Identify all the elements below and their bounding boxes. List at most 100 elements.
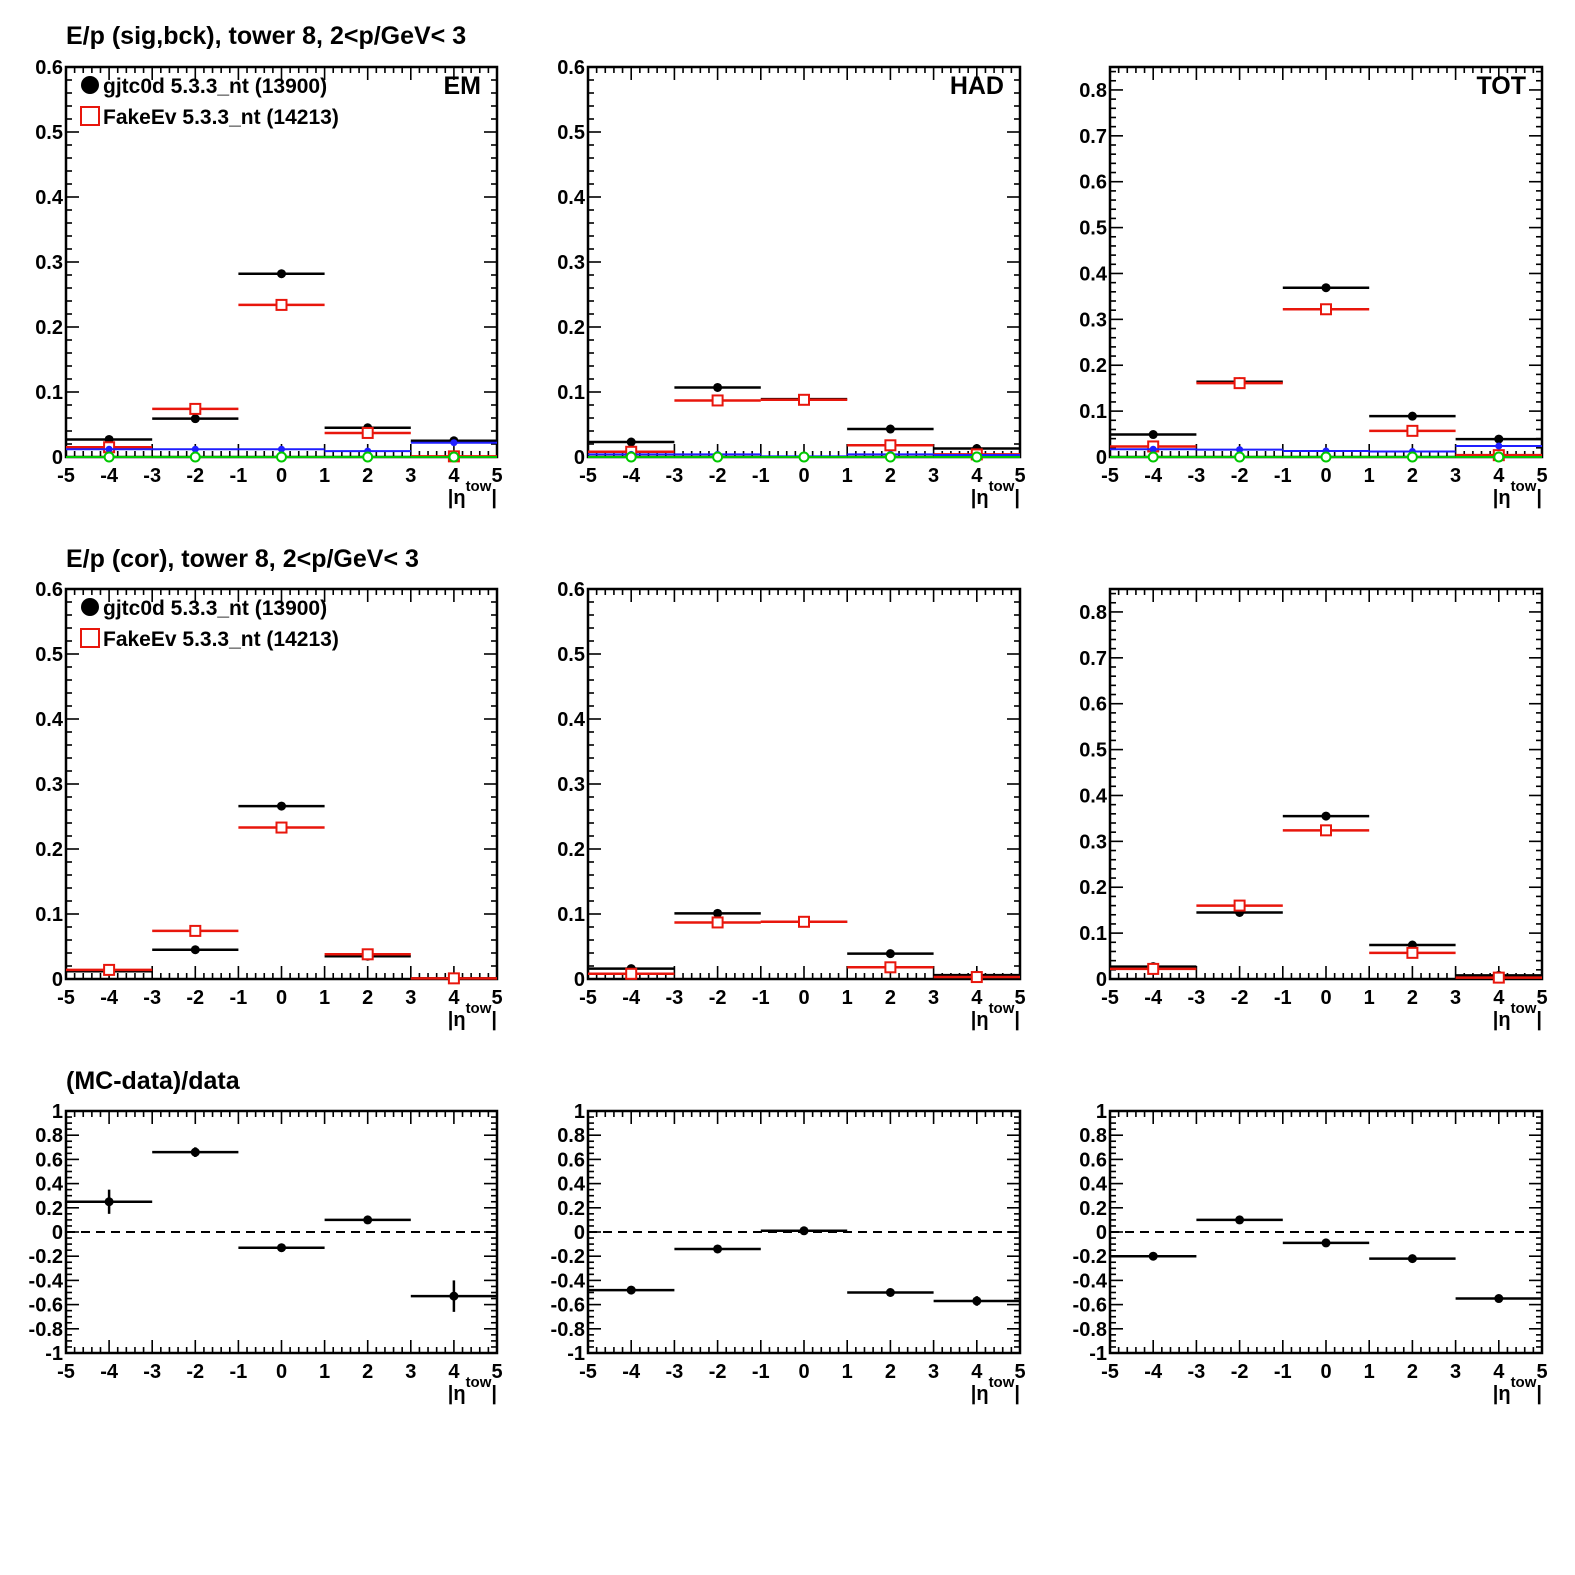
data-point: x=-2, y=0.074 bbox=[189, 924, 202, 937]
y-tick-label: 0 bbox=[574, 1222, 585, 1244]
data-point: x=2, y=0.057 bbox=[1406, 946, 1419, 959]
y-tick-label: 0.8 bbox=[557, 1125, 585, 1147]
x-tick-label: 4 bbox=[971, 1361, 983, 1383]
x-tick-label: 1 bbox=[842, 1361, 853, 1383]
x-tick-label: -1 bbox=[752, 465, 770, 487]
data-point: x=-2, y=0 bbox=[1234, 451, 1246, 463]
x-tick-label: 1 bbox=[842, 987, 853, 1009]
y-tick-label: -0.8 bbox=[551, 1319, 585, 1341]
data-point: x=2, y=0.037 bbox=[361, 426, 374, 439]
x-tick-label: -1 bbox=[1274, 1361, 1292, 1383]
x-tick-label: -3 bbox=[1188, 1361, 1206, 1383]
data-point: x=-2, y=0.101 bbox=[713, 908, 723, 918]
x-tick-label: -1 bbox=[752, 1361, 770, 1383]
y-tick-label: 0.5 bbox=[1079, 218, 1107, 240]
y-tick-label: 0.3 bbox=[35, 774, 63, 796]
x-tick-label: 2 bbox=[885, 465, 896, 487]
series-1: x=-4, y=0.008 x=-2, y=0.087 x=0, y=0.088 x=… bbox=[588, 915, 1020, 984]
y-tick-label: 0 bbox=[52, 447, 63, 469]
y-tick-label: 0 bbox=[1096, 447, 1107, 469]
y-tick-label: 0.4 bbox=[35, 1174, 64, 1196]
legend-label: FakeEv 5.3.3_nt (14213) bbox=[103, 628, 339, 651]
data-point: x=0, y=0.233 bbox=[275, 821, 288, 834]
x-tick-label: 5 bbox=[491, 1361, 502, 1383]
x-tick-label: -3 bbox=[1188, 465, 1206, 487]
data-point: x=4, y=-0.53 bbox=[449, 1291, 459, 1301]
y-tick-label: 0.8 bbox=[35, 1125, 63, 1147]
y-tick-label: 0.2 bbox=[557, 317, 585, 339]
series-3: x=-4, y=0 x=-2, y=0 x=0, y=0 x=2, y=0 x=4, y… bbox=[1110, 451, 1542, 463]
x-tick-label: 2 bbox=[362, 465, 373, 487]
y-tick-label: 0.6 bbox=[1079, 172, 1107, 194]
legend-marker bbox=[81, 76, 99, 94]
x-tick-label: 3 bbox=[405, 465, 416, 487]
series-0: x=-4, y=0.25 x=-2, y=0.66 x=0, y=-0.13 x=2,… bbox=[66, 1147, 497, 1312]
x-tick-label: 1 bbox=[319, 1361, 330, 1383]
x-tick-label: 5 bbox=[1536, 987, 1547, 1009]
series-3: x=-4, y=0 x=-2, y=0 x=0, y=0 x=2, y=0 x=4, y… bbox=[66, 451, 497, 463]
y-tick-label: 0.2 bbox=[35, 1198, 63, 1220]
x-tick-label: 3 bbox=[1450, 465, 1461, 487]
x-axis-label: |ηtow| bbox=[971, 478, 1020, 509]
data-point: x=-2, y=0.16 bbox=[1233, 899, 1246, 912]
data-point: x=-2, y=0.045 bbox=[190, 945, 200, 955]
y-tick-label: -0.6 bbox=[1073, 1295, 1107, 1317]
y-tick-label: 0.1 bbox=[35, 382, 63, 404]
y-tick-label: 0.5 bbox=[557, 644, 585, 666]
data-point: x=2, y=0.018 bbox=[884, 439, 897, 452]
series-2: x=-4, y=0.017x=-2, y=0.016x=0, y=0.013x=… bbox=[1110, 442, 1542, 455]
x-tick-label: 1 bbox=[1364, 987, 1375, 1009]
y-tick-label: 0.4 bbox=[557, 709, 586, 731]
y-tick-label: 0.4 bbox=[1079, 785, 1108, 807]
x-tick-label: 3 bbox=[928, 465, 939, 487]
x-tick-label: -1 bbox=[230, 987, 248, 1009]
data-point: x=0, y=0 bbox=[1320, 451, 1332, 463]
panel-label-tot: TOT bbox=[1476, 72, 1526, 100]
x-tick-label: -3 bbox=[143, 1361, 161, 1383]
legend-label: gjtc0d 5.3.3_nt (13900) bbox=[103, 597, 327, 620]
y-tick-label: 0.6 bbox=[1079, 694, 1107, 716]
x-tick-label: 1 bbox=[842, 465, 853, 487]
x-tick-label: -3 bbox=[1188, 987, 1206, 1009]
data-point: x=-2, y=0.66 bbox=[190, 1147, 200, 1157]
y-tick-label: 0.2 bbox=[1079, 1198, 1107, 1220]
data-point: x=-2, y=0.161 bbox=[1233, 377, 1246, 390]
data-point: x=4, y=0 bbox=[1493, 451, 1505, 463]
legend: gjtc0d 5.3.3_nt (13900) FakeEv 5.3.3_nt (… bbox=[80, 75, 339, 129]
x-axis-label: |ηtow| bbox=[971, 1374, 1020, 1405]
y-tick-label: 0.6 bbox=[557, 1149, 585, 1171]
data-point: x=-2, y=0.087 bbox=[711, 394, 724, 407]
y-tick-label: 0 bbox=[1096, 969, 1107, 991]
data-point: x=0, y=-0.09 bbox=[1321, 1238, 1331, 1248]
data-point: x=2, y=0.057 bbox=[1406, 424, 1419, 437]
y-tick-label: 0.2 bbox=[1079, 355, 1107, 377]
x-tick-label: -1 bbox=[752, 987, 770, 1009]
x-tick-label: -2 bbox=[1231, 465, 1249, 487]
y-tick-label: 0.7 bbox=[1079, 648, 1107, 670]
x-tick-label: -5 bbox=[57, 465, 75, 487]
y-tick-label: 0.5 bbox=[35, 122, 63, 144]
data-point: x=2, y=0.1 bbox=[363, 1215, 373, 1225]
y-tick-label: -0.2 bbox=[551, 1246, 585, 1268]
x-tick-label: 5 bbox=[1014, 1361, 1025, 1383]
y-tick-label: -0.6 bbox=[551, 1295, 585, 1317]
data-point: x=2, y=0 bbox=[884, 451, 896, 463]
data-point: x=-2, y=0 bbox=[189, 451, 201, 463]
data-point: x=0, y=0.088 bbox=[798, 393, 810, 406]
data-point: x=-4, y=0.049 bbox=[1148, 430, 1158, 440]
y-tick-label: 0.7 bbox=[1079, 126, 1107, 148]
data-point: x=-4, y=0 bbox=[625, 451, 637, 463]
data-point: x=-4, y=0.012 bbox=[105, 445, 113, 453]
y-tick-label: 0.3 bbox=[557, 774, 585, 796]
data-point: x=0, y=0 bbox=[276, 451, 287, 463]
y-tick-label: 0.2 bbox=[35, 317, 63, 339]
x-tick-label: -4 bbox=[622, 987, 641, 1009]
y-tick-label: 1 bbox=[52, 1101, 63, 1123]
x-tick-label: 3 bbox=[405, 1361, 416, 1383]
data-point: x=0, y=0.234 bbox=[275, 298, 288, 311]
series-2: x=-4, y=0.012 x=-2, y=0.012 x=0, y=0.012 x=… bbox=[66, 439, 497, 455]
y-tick-label: 0.6 bbox=[35, 1149, 63, 1171]
data-point: x=2, y=-0.22 bbox=[1407, 1254, 1417, 1264]
x-tick-label: 0 bbox=[1320, 1361, 1331, 1383]
y-tick-label: -0.8 bbox=[29, 1319, 63, 1341]
